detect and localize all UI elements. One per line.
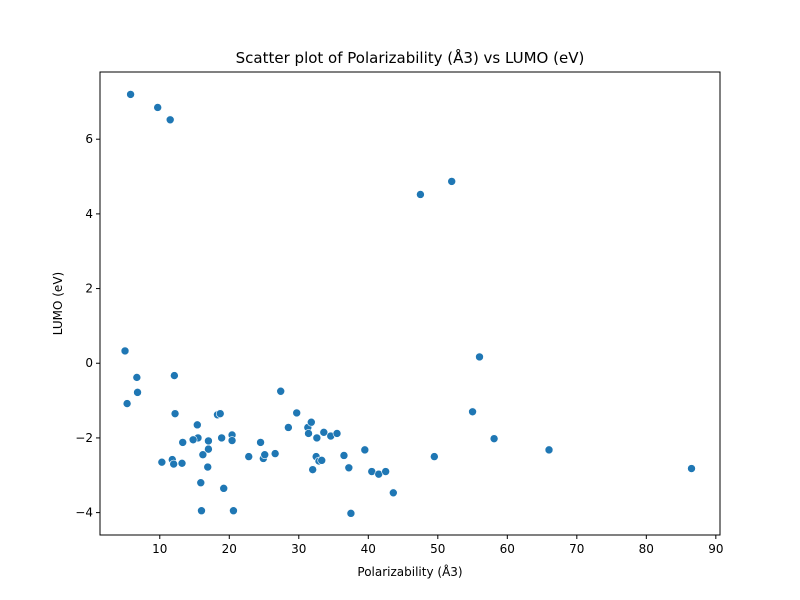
data-point: [169, 459, 178, 469]
data-point: [197, 506, 206, 516]
data-point: [196, 478, 206, 488]
x-axis-label: Polarizability (Å3): [357, 564, 462, 579]
y-axis-label: LUMO (eV): [51, 272, 65, 335]
data-point: [344, 463, 354, 473]
data-point: [215, 409, 225, 418]
data-point: [132, 373, 142, 382]
data-point: [170, 409, 180, 418]
y-tick-label: 2: [85, 282, 93, 296]
data-point: [244, 452, 254, 461]
data-point: [389, 488, 398, 498]
x-tick-label: 20: [222, 542, 237, 556]
x-tick-label: 30: [291, 542, 306, 556]
data-point: [304, 429, 313, 438]
data-point: [319, 428, 329, 437]
data-point: [260, 450, 270, 460]
data-point: [178, 438, 188, 447]
data-point: [270, 449, 280, 458]
data-point: [312, 433, 322, 443]
data-point: [153, 103, 162, 112]
x-tick-label: 40: [361, 542, 376, 556]
data-point: [256, 438, 265, 447]
data-point: [360, 445, 370, 455]
data-point: [339, 451, 349, 460]
data-point: [307, 417, 316, 427]
y-tick-label: −2: [75, 431, 93, 445]
data-point: [284, 423, 293, 432]
data-point: [120, 346, 130, 356]
y-tick-label: 6: [85, 132, 93, 146]
y-tick-label: −4: [75, 506, 93, 520]
data-point: [204, 436, 213, 446]
y-axis: −4 −2 0 2 4 6: [75, 132, 100, 520]
y-tick-label: 0: [85, 356, 93, 370]
data-point: [217, 433, 226, 443]
data-point: [126, 90, 135, 99]
data-point: [229, 506, 238, 516]
data-point: [430, 452, 439, 461]
axes-frame: [99, 71, 721, 536]
data-point: [276, 386, 286, 396]
data-point: [193, 420, 202, 430]
x-axis: 10 20 30 40 50 60 70 80 90: [152, 535, 723, 556]
data-point: [203, 462, 213, 472]
data-point: [122, 399, 132, 408]
data-point: [447, 177, 457, 186]
chart-title: Scatter plot of Polarizability (Å3) vs L…: [236, 48, 585, 67]
data-point: [170, 371, 179, 380]
data-point: [177, 459, 187, 468]
x-tick-label: 60: [500, 542, 515, 556]
data-point: [346, 509, 356, 518]
data-point: [489, 434, 499, 443]
data-point: [198, 450, 208, 460]
data-point: [204, 444, 213, 454]
x-tick-label: 90: [708, 542, 723, 556]
data-points: [120, 90, 696, 518]
y-tick-label: 4: [85, 207, 93, 221]
data-point: [468, 407, 477, 417]
data-point: [332, 429, 342, 438]
x-tick-label: 70: [569, 542, 584, 556]
x-tick-label: 50: [430, 542, 445, 556]
data-point: [317, 456, 327, 465]
data-point: [475, 352, 484, 362]
x-tick-label: 10: [152, 542, 167, 556]
data-point: [416, 190, 425, 199]
data-point: [188, 435, 198, 445]
data-point: [157, 457, 167, 467]
data-point: [308, 465, 317, 474]
data-point: [133, 388, 142, 397]
data-point: [544, 445, 554, 455]
data-point: [292, 408, 302, 418]
data-point: [227, 436, 237, 445]
data-point: [381, 467, 390, 476]
data-point: [687, 464, 696, 473]
x-tick-label: 80: [639, 542, 654, 556]
data-point: [219, 484, 229, 493]
data-point: [165, 115, 175, 125]
